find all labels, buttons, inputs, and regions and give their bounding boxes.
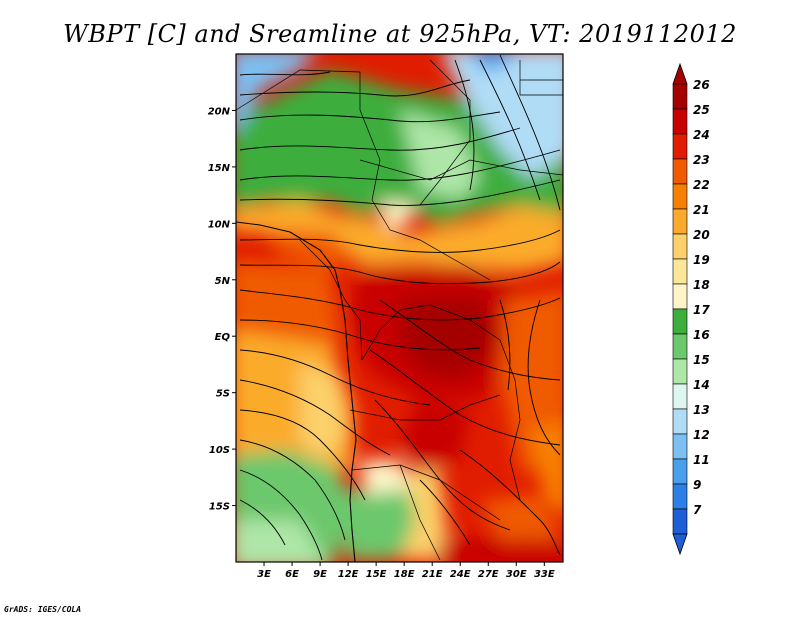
lon-tick-label: 12E	[338, 569, 359, 580]
colorbar-label: 22	[693, 178, 710, 192]
colorbar-swatch	[672, 258, 688, 285]
colorbar-label: 19	[693, 253, 710, 267]
colorbar-top-arrow	[672, 62, 688, 85]
colorbar-label: 13	[693, 403, 710, 417]
colorbar-label: 25	[693, 103, 710, 117]
lat-tick-label: 5S	[216, 389, 230, 400]
lat-tick-label: 15N	[208, 163, 231, 174]
colorbar-swatch	[672, 133, 688, 160]
lon-tick-label: 6E	[285, 569, 299, 580]
colorbar-label: 24	[693, 128, 710, 142]
lat-tick-label: 10S	[209, 445, 230, 456]
lon-tick-label: 24E	[450, 569, 471, 580]
colorbar: 26 25 24 23 22 21 20 19 18 17 16 15 14 13 12 11 9 7	[672, 62, 710, 556]
colorbar-label: 12	[693, 428, 710, 442]
lon-tick-label: 21E	[422, 569, 443, 580]
colorbar-swatch	[672, 283, 688, 310]
streamlines	[239, 54, 561, 561]
colorbar-swatch	[672, 433, 688, 460]
lon-tick-label: 27E	[478, 569, 499, 580]
colorbar-label: 15	[693, 353, 710, 367]
map-panel	[236, 54, 563, 562]
colorbar-swatch	[672, 308, 688, 335]
colorbar-swatch	[672, 408, 688, 435]
lat-tick-label: 10N	[208, 219, 231, 230]
colorbar-swatch	[672, 383, 688, 410]
lat-tick-label: EQ	[215, 332, 231, 343]
colorbar-swatch	[672, 233, 688, 260]
chart-title: WBPT [C] and Sreamline at 925hPa, VT: 20…	[63, 20, 737, 48]
lat-tick-label: 20N	[208, 106, 231, 117]
lon-tick-label: 15E	[366, 569, 387, 580]
colorbar-label: 21	[693, 203, 710, 217]
lon-tick-label: 18E	[394, 569, 415, 580]
colorbar-swatch	[672, 208, 688, 235]
lon-tick-label: 33E	[534, 569, 555, 580]
colorbar-swatch	[672, 83, 688, 110]
colorbar-swatch	[672, 483, 688, 510]
lon-tick-label: 3E	[257, 569, 271, 580]
colorbar-swatch	[672, 108, 688, 135]
colorbar-label: 26	[693, 78, 710, 92]
colorbar-label: 11	[693, 453, 710, 467]
map-frame	[235, 53, 564, 563]
colorbar-label: 17	[693, 303, 710, 317]
colorbar-label: 16	[693, 328, 710, 342]
colorbar-label: 14	[693, 378, 710, 392]
lon-tick-label: 30E	[506, 569, 527, 580]
colorbar-swatch	[672, 508, 688, 535]
colorbar-label: 9	[693, 478, 701, 492]
colorbar-swatch	[672, 358, 688, 385]
colorbar-swatch	[672, 158, 688, 185]
coastline	[236, 221, 357, 562]
colorbar-swatch	[672, 333, 688, 360]
country-borders	[236, 59, 563, 561]
grads-credit: GrADS: IGES/COLA	[4, 605, 81, 614]
longitude-axis: 3E 6E 9E 12E 15E 18E 21E 24E 27E 30E 33E	[257, 562, 555, 580]
latitude-axis: 20N 15N 10N 5N EQ 5S 10S 15S	[208, 106, 236, 513]
colorbar-swatch	[672, 183, 688, 210]
lon-tick-label: 9E	[313, 569, 327, 580]
colorbar-label: 23	[693, 153, 710, 167]
colorbar-label: 20	[693, 228, 710, 242]
colorbar-swatch	[672, 458, 688, 485]
colorbar-label: 7	[693, 503, 702, 517]
lat-tick-label: 15S	[209, 502, 230, 513]
colorbar-label: 18	[693, 278, 710, 292]
lat-tick-label: 5N	[215, 276, 231, 287]
colorbar-bottom-arrow	[672, 533, 688, 556]
